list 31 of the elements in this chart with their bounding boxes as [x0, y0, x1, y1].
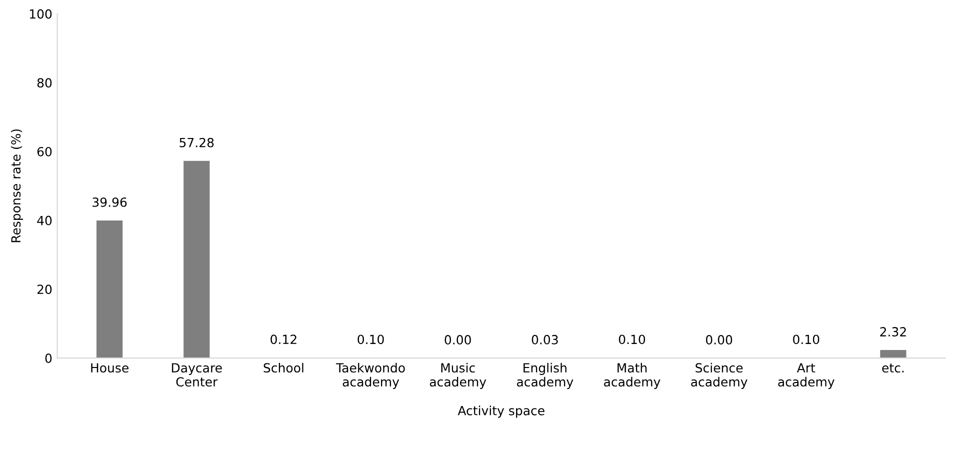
bar [96, 220, 123, 358]
x-tick-label: Science academy [691, 362, 748, 389]
y-tick-label: 0 [45, 353, 52, 363]
x-tick-label: Daycare Center [172, 363, 222, 387]
bar [184, 160, 210, 358]
x-tick-label: Taekwondo academy [336, 362, 405, 389]
data-label: 0.00 [444, 335, 471, 344]
data-label: 0.12 [270, 334, 296, 344]
x-tick-label: etc. [882, 364, 904, 373]
data-label: 0.10 [358, 334, 384, 344]
x-tick-label: Math academy [604, 362, 660, 389]
x-tick-label: English academy [516, 362, 574, 389]
x-tick-label: School [264, 362, 304, 373]
data-label: 0.03 [532, 334, 558, 344]
y-tick-label: 40 [37, 216, 52, 226]
y-axis-title: Response rate (%) [10, 129, 24, 242]
y-tick-label: 80 [37, 78, 52, 88]
data-label: 2.32 [880, 327, 906, 336]
y-tick-label: 100 [30, 9, 52, 19]
x-tick-label: House [91, 363, 128, 373]
bar [880, 350, 906, 358]
y-tick-label: 20 [37, 284, 52, 294]
data-label: 0.10 [618, 334, 646, 344]
x-tick-label: Music academy [430, 362, 486, 389]
x-axis-title: Activity space [458, 406, 544, 418]
data-label: 0.10 [793, 334, 820, 344]
x-tick-label: Art academy [778, 363, 834, 389]
y-tick-label: 60 [37, 146, 52, 156]
data-label: 39.96 [92, 197, 127, 207]
data-label: 57.28 [180, 138, 214, 148]
data-label: 0.00 [706, 335, 732, 344]
